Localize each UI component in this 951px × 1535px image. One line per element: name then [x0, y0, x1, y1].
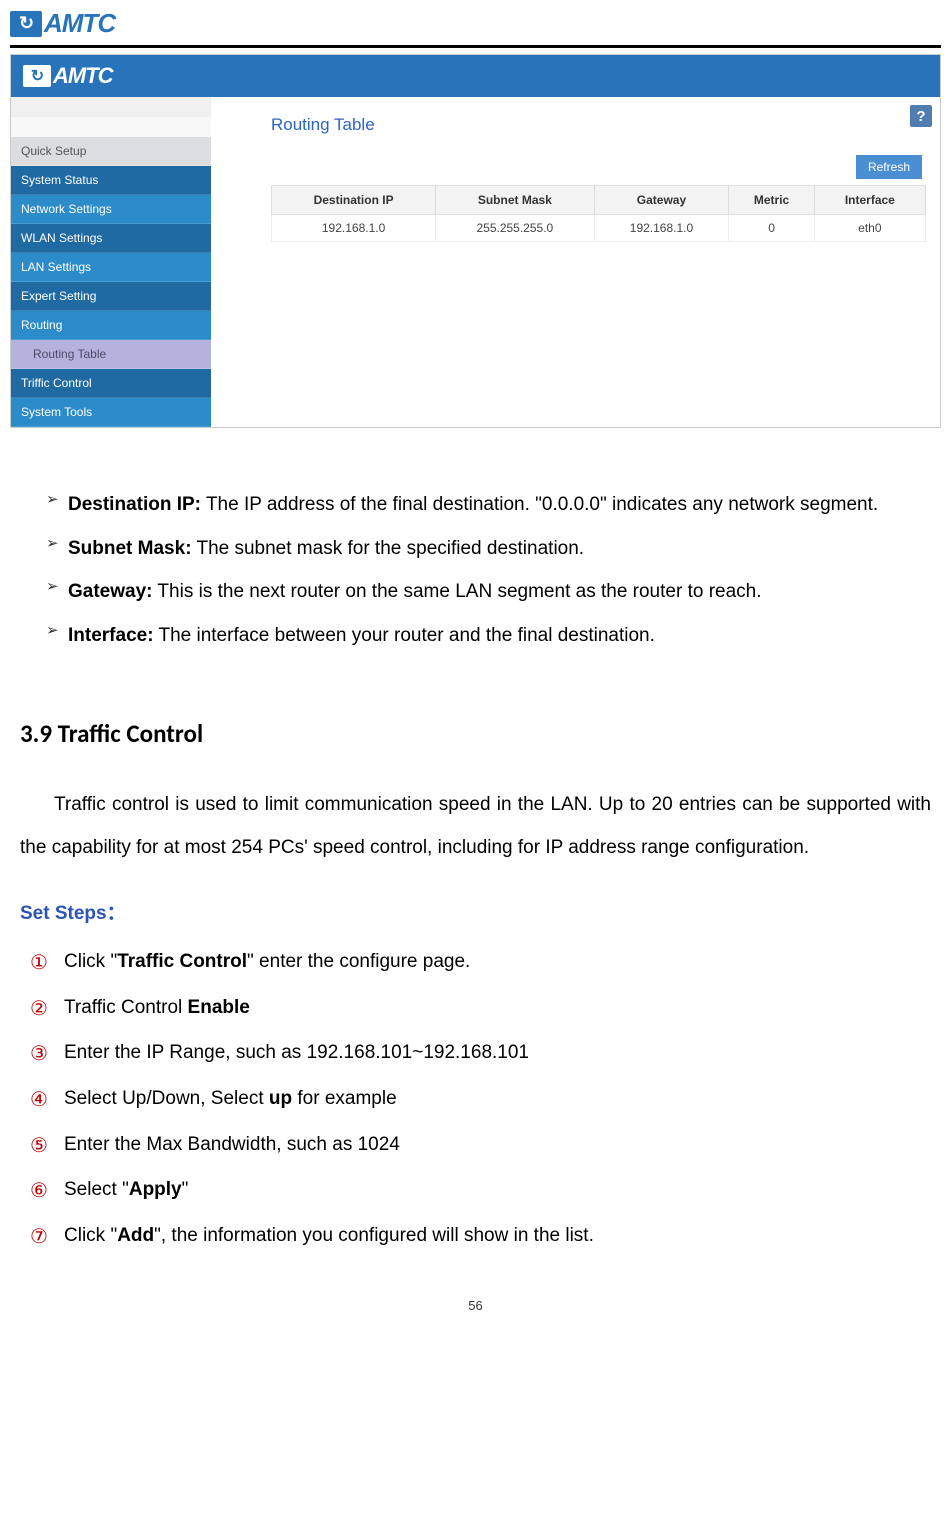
table-cell: 255.255.255.0: [436, 215, 594, 242]
step-number-icon: ②: [30, 985, 48, 1033]
set-steps-label: Set Steps：: [20, 898, 931, 925]
definition-term: Interface:: [68, 625, 154, 646]
table-cell: eth0: [814, 215, 925, 242]
step-number-icon: ⑦: [30, 1213, 48, 1261]
steps-list: ①Click "Traffic Control" enter the confi…: [26, 939, 931, 1258]
definition-term: Destination IP:: [68, 494, 201, 515]
step-item: ⑥Select "Apply": [26, 1167, 931, 1213]
column-header: Subnet Mask: [436, 186, 594, 215]
table-cell: 192.168.1.0: [594, 215, 729, 242]
step-bold: Traffic Control: [117, 951, 247, 972]
step-item: ②Traffic Control Enable: [26, 985, 931, 1031]
column-header: Gateway: [594, 186, 729, 215]
page-number: 56: [10, 1298, 941, 1333]
sidebar-item-quick-setup[interactable]: Quick Setup: [11, 137, 211, 166]
screenshot-brand-text: AMTC: [53, 63, 113, 89]
table-cell: 192.168.1.0: [272, 215, 436, 242]
page-title: Routing Table: [271, 115, 926, 135]
step-item: ①Click "Traffic Control" enter the confi…: [26, 939, 931, 985]
sidebar-item-triffic-control[interactable]: Triffic Control: [11, 369, 211, 398]
step-bold: Enable: [188, 997, 250, 1018]
brand-text: AMTC: [44, 8, 115, 39]
step-item: ⑦Click "Add", the information you config…: [26, 1213, 931, 1259]
sidebar-item-routing-table[interactable]: Routing Table: [11, 340, 211, 369]
step-number-icon: ③: [30, 1030, 48, 1078]
step-number-icon: ⑥: [30, 1167, 48, 1215]
sidebar-item-system-status[interactable]: System Status: [11, 166, 211, 195]
refresh-button[interactable]: Refresh: [856, 155, 922, 179]
sidebar-item-expert-setting[interactable]: Expert Setting: [11, 282, 211, 311]
help-icon[interactable]: ?: [910, 105, 932, 127]
sidebar-spacer: [11, 117, 211, 137]
router-screenshot: ↻ AMTC Quick SetupSystem StatusNetwork S…: [10, 54, 941, 428]
step-bold: Add: [117, 1225, 154, 1246]
table-cell: 0: [729, 215, 814, 242]
screenshot-body: Quick SetupSystem StatusNetwork Settings…: [11, 97, 940, 427]
screenshot-brand: ↻ AMTC: [23, 63, 113, 89]
sidebar-item-network-settings[interactable]: Network Settings: [11, 195, 211, 224]
step-bold: Apply: [129, 1179, 182, 1200]
column-header: Interface: [814, 186, 925, 215]
table-row: 192.168.1.0255.255.255.0192.168.1.00eth0: [272, 215, 926, 242]
step-number-icon: ①: [30, 939, 48, 987]
step-item: ⑤Enter the Max Bandwidth, such as 1024: [26, 1122, 931, 1168]
section-title: 3.9 Traffic Control: [20, 718, 931, 749]
routing-table: Destination IPSubnet MaskGatewayMetricIn…: [271, 185, 926, 242]
brand-logo: ↻ AMTC: [10, 8, 941, 39]
definition-item: Subnet Mask: The subnet mask for the spe…: [46, 527, 931, 571]
sidebar-item-wlan-settings[interactable]: WLAN Settings: [11, 224, 211, 253]
step-item: ④Select Up/Down, Select up for example: [26, 1076, 931, 1122]
sidebar-item-routing[interactable]: Routing: [11, 311, 211, 340]
logo-icon: ↻: [10, 11, 42, 37]
sidebar-item-system-tools[interactable]: System Tools: [11, 398, 211, 427]
screenshot-logo-icon: ↻: [23, 65, 51, 87]
definition-term: Gateway:: [68, 581, 152, 602]
definition-item: Interface: The interface between your ro…: [46, 614, 931, 658]
column-header: Destination IP: [272, 186, 436, 215]
step-number-icon: ⑤: [30, 1122, 48, 1170]
definition-term: Subnet Mask:: [68, 538, 192, 559]
page-header: ↻ AMTC: [10, 0, 941, 48]
content-area: ? Routing Table Refresh Destination IPSu…: [211, 97, 940, 427]
step-item: ③Enter the IP Range, such as 192.168.101…: [26, 1030, 931, 1076]
definition-list: Destination IP: The IP address of the fi…: [46, 483, 931, 658]
column-header: Metric: [729, 186, 814, 215]
section-intro: Traffic control is used to limit communi…: [20, 783, 931, 870]
document-body: Destination IP: The IP address of the fi…: [10, 483, 941, 1258]
refresh-row: Refresh: [271, 155, 926, 179]
definition-item: Destination IP: The IP address of the fi…: [46, 483, 931, 527]
sidebar-item-lan-settings[interactable]: LAN Settings: [11, 253, 211, 282]
sidebar: Quick SetupSystem StatusNetwork Settings…: [11, 97, 211, 427]
definition-item: Gateway: This is the next router on the …: [46, 570, 931, 614]
step-number-icon: ④: [30, 1076, 48, 1124]
screenshot-header: ↻ AMTC: [11, 55, 940, 97]
step-bold: up: [269, 1088, 292, 1109]
